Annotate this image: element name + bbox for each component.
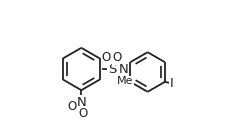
Text: O: O: [112, 51, 122, 64]
Text: O: O: [102, 51, 111, 64]
Text: N: N: [119, 63, 128, 75]
Text: I: I: [169, 77, 173, 90]
Text: N: N: [76, 96, 86, 109]
Text: O: O: [78, 107, 88, 120]
Text: Me: Me: [117, 76, 133, 86]
Text: S: S: [108, 63, 116, 75]
Text: O: O: [67, 100, 77, 113]
